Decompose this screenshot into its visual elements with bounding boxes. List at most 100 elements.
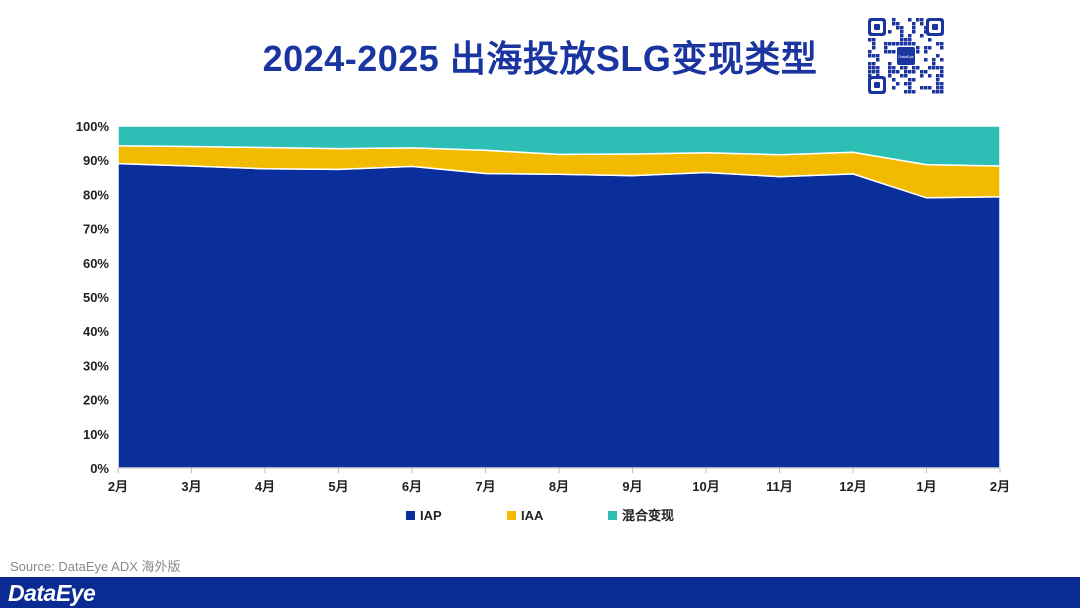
qr-module bbox=[940, 58, 944, 62]
qr-module bbox=[928, 38, 932, 42]
qr-module bbox=[908, 78, 912, 82]
qr-module bbox=[912, 30, 916, 34]
x-tick-label: 6月 bbox=[402, 479, 422, 494]
qr-module bbox=[872, 66, 876, 70]
qr-module bbox=[924, 58, 928, 62]
qr-module bbox=[868, 70, 872, 74]
qr-module bbox=[940, 66, 944, 70]
qr-module bbox=[884, 46, 888, 50]
x-tick-label: 10月 bbox=[692, 479, 719, 494]
qr-module bbox=[868, 54, 872, 58]
qr-module bbox=[872, 42, 876, 46]
qr-module bbox=[876, 54, 880, 58]
qr-module bbox=[884, 50, 888, 54]
qr-module bbox=[888, 70, 892, 74]
x-tick-label: 11月 bbox=[766, 479, 793, 494]
legend-label: IAA bbox=[521, 508, 544, 523]
qr-module bbox=[912, 26, 916, 30]
y-tick-label: 50% bbox=[83, 290, 109, 305]
x-tick-label: 12月 bbox=[839, 479, 866, 494]
qr-module bbox=[940, 82, 944, 86]
x-tick-label: 9月 bbox=[622, 479, 642, 494]
qr-module bbox=[868, 50, 872, 54]
x-tick-label: 1月 bbox=[916, 479, 936, 494]
qr-module bbox=[888, 74, 892, 78]
qr-module bbox=[932, 66, 936, 70]
qr-module bbox=[916, 50, 920, 54]
qr-module bbox=[900, 42, 904, 46]
qr-module bbox=[888, 30, 892, 34]
qr-module bbox=[868, 66, 872, 70]
qr-module bbox=[912, 66, 916, 70]
qr-module bbox=[936, 66, 940, 70]
qr-module bbox=[892, 50, 896, 54]
y-tick-label: 100% bbox=[76, 119, 110, 134]
qr-module bbox=[928, 66, 932, 70]
qr-module bbox=[904, 70, 908, 74]
qr-module bbox=[892, 86, 896, 90]
qr-module bbox=[916, 66, 920, 70]
x-tick-label: 5月 bbox=[328, 479, 348, 494]
qr-module bbox=[868, 74, 872, 78]
qr-module bbox=[896, 82, 900, 86]
qr-module bbox=[936, 86, 940, 90]
qr-module bbox=[940, 46, 944, 50]
qr-module bbox=[920, 22, 924, 26]
qr-module bbox=[924, 70, 928, 74]
area-chart: 2月 3月 4月 5月 6月 7月 8月 9月 10月 11月 12月 1月 2月 0% 10% 20% 30%… bbox=[76, 119, 1010, 523]
qr-module bbox=[872, 70, 876, 74]
qr-module bbox=[876, 74, 880, 78]
qr-module bbox=[940, 90, 944, 94]
qr-module bbox=[908, 42, 912, 46]
qr-module bbox=[940, 86, 944, 90]
qr-module bbox=[928, 74, 932, 78]
qr-module bbox=[868, 38, 872, 42]
qr-module bbox=[928, 46, 932, 50]
page-title: 2024-2025 出海投放SLG变现类型 bbox=[262, 38, 818, 79]
qr-module bbox=[876, 58, 880, 62]
qr-module bbox=[932, 58, 936, 62]
qr-module bbox=[920, 70, 924, 74]
qr-module bbox=[908, 90, 912, 94]
qr-module bbox=[876, 66, 880, 70]
qr-module bbox=[936, 74, 940, 78]
qr-module bbox=[936, 82, 940, 86]
qr-module bbox=[892, 42, 896, 46]
qr-module bbox=[908, 34, 912, 38]
qr-module bbox=[924, 26, 928, 30]
qr-module bbox=[924, 50, 928, 54]
qr-module bbox=[892, 70, 896, 74]
brand-logo: DataEye bbox=[8, 580, 96, 606]
legend-label: 混合变现 bbox=[622, 508, 674, 523]
qr-module bbox=[900, 30, 904, 34]
qr-module bbox=[908, 86, 912, 90]
y-tick-label: 30% bbox=[83, 358, 109, 373]
qr-module bbox=[896, 26, 900, 30]
y-tick-label: 90% bbox=[83, 153, 109, 168]
qr-module bbox=[892, 66, 896, 70]
qr-module bbox=[876, 70, 880, 74]
qr-module bbox=[872, 54, 876, 58]
y-tick-label: 20% bbox=[83, 393, 109, 408]
qr-module bbox=[900, 26, 904, 30]
qr-module bbox=[936, 54, 940, 58]
qr-module bbox=[912, 78, 916, 82]
qr-module bbox=[872, 46, 876, 50]
x-tick-label: 8月 bbox=[549, 479, 569, 494]
qr-module bbox=[888, 42, 892, 46]
qr-module bbox=[932, 62, 936, 66]
qr-module bbox=[912, 42, 916, 46]
qr-module bbox=[908, 70, 912, 74]
qr-module bbox=[932, 90, 936, 94]
qr-module bbox=[904, 82, 908, 86]
qr-module bbox=[904, 42, 908, 46]
x-tick-label: 2月 bbox=[990, 479, 1010, 494]
qr-module bbox=[900, 34, 904, 38]
qr-module bbox=[928, 86, 932, 90]
legend-swatch bbox=[608, 511, 617, 520]
footer-bar bbox=[0, 577, 1080, 608]
qr-code: DataEye bbox=[866, 16, 946, 96]
qr-module bbox=[872, 62, 876, 66]
legend-swatch bbox=[507, 511, 516, 520]
y-tick-label: 80% bbox=[83, 187, 109, 202]
